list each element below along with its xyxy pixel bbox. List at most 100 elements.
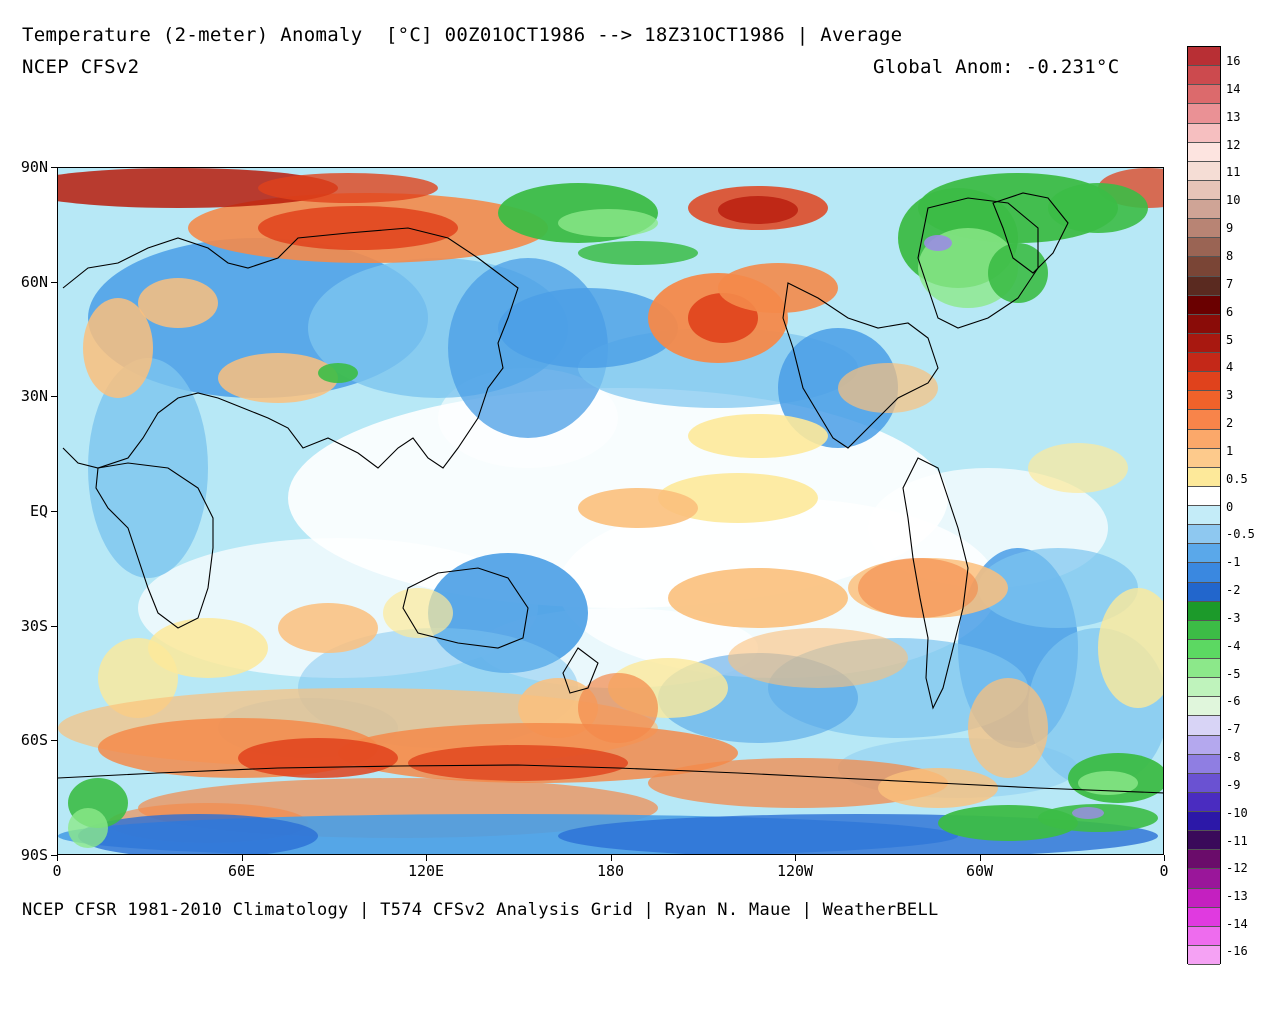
anomaly-region	[98, 638, 178, 718]
colorbar-swatch	[1188, 161, 1220, 181]
anomaly-region	[648, 758, 948, 808]
anomaly-region	[658, 473, 818, 523]
colorbar-label: 10	[1226, 193, 1241, 207]
anomaly-region	[578, 241, 698, 265]
colorbar-swatch	[1188, 716, 1220, 736]
lon-label: 180	[596, 862, 625, 880]
colorbar-swatch	[1188, 276, 1220, 296]
map-title: Temperature (2-meter) Anomaly [°C] 00Z01…	[22, 24, 903, 46]
colorbar-swatch	[1188, 678, 1220, 698]
colorbar-label: -4	[1226, 639, 1241, 653]
lat-tick	[51, 167, 57, 168]
colorbar-label: -3	[1226, 611, 1241, 625]
anomaly-region	[718, 263, 838, 313]
lon-label: 120E	[407, 862, 445, 880]
colorbar-swatch	[1188, 429, 1220, 449]
colorbar-swatch	[1188, 659, 1220, 679]
colorbar-swatch	[1188, 754, 1220, 774]
anomaly-region	[1098, 588, 1163, 708]
colorbar-label: 1	[1226, 444, 1234, 458]
colorbar-label: 2	[1226, 416, 1234, 430]
colorbar-swatch	[1188, 582, 1220, 602]
coastline	[992, 192, 1069, 274]
colorbar-label: 13	[1226, 110, 1241, 124]
colorbar-label: -5	[1226, 667, 1241, 681]
anomaly-region	[258, 206, 458, 250]
lat-label: 30S	[20, 616, 48, 635]
lat-tick	[51, 625, 57, 627]
colorbar-swatch	[1188, 888, 1220, 908]
colorbar-swatch	[1188, 735, 1220, 755]
anomaly-map	[57, 167, 1164, 855]
anomaly-region	[1072, 807, 1104, 819]
colorbar-swatch	[1188, 467, 1220, 487]
lon-tick	[610, 855, 612, 861]
lon-tick	[979, 855, 981, 861]
lat-tick	[51, 396, 57, 398]
colorbar-swatch	[1188, 869, 1220, 889]
coastline	[917, 197, 1039, 329]
colorbar-label: -13	[1226, 889, 1248, 903]
lon-label: 0	[1159, 862, 1169, 880]
coastline	[95, 462, 214, 629]
colorbar-swatch	[1188, 620, 1220, 640]
colorbar-swatch	[1188, 257, 1220, 277]
anomaly-region	[83, 298, 153, 398]
colorbar-swatch	[1188, 219, 1220, 239]
colorbar-swatch	[1188, 506, 1220, 526]
coastline	[58, 764, 1163, 794]
colorbar-label: -7	[1226, 722, 1241, 736]
colorbar-swatch	[1188, 85, 1220, 105]
colorbar-swatch	[1188, 123, 1220, 143]
lat-label: EQ	[29, 502, 48, 520]
lat-label: 90N	[20, 158, 48, 176]
lat-label: 30N	[20, 387, 48, 406]
colorbar-label: -12	[1226, 861, 1248, 875]
lat-tick	[51, 281, 57, 283]
colorbar-swatch	[1188, 391, 1220, 411]
colorbar-swatch	[1188, 104, 1220, 124]
lat-label: 90S	[20, 846, 48, 864]
anomaly-region	[383, 588, 453, 638]
colorbar-label: 3	[1226, 388, 1234, 402]
colorbar-swatch	[1188, 142, 1220, 162]
colorbar-swatch	[1188, 353, 1220, 373]
lon-tick	[795, 855, 796, 861]
colorbar-label: -6	[1226, 694, 1241, 708]
colorbar-swatch	[1188, 907, 1220, 927]
colorbar-label: -14	[1226, 917, 1248, 931]
lon-label: 60E	[227, 862, 256, 880]
anomaly-region	[578, 488, 698, 528]
anomaly-region	[148, 618, 268, 678]
coastline	[562, 647, 599, 694]
colorbar-label: 9	[1226, 221, 1234, 235]
anomaly-region	[138, 278, 218, 328]
coastline	[62, 227, 519, 469]
global-anomaly: Global Anom: -0.231°C	[873, 56, 1120, 78]
colorbar-label: 6	[1226, 305, 1234, 319]
lat-label: 60S	[20, 731, 48, 750]
lat-tick	[51, 740, 57, 742]
colorbar-label: 5	[1226, 333, 1234, 347]
colorbar-swatch	[1188, 601, 1220, 621]
colorbar-label: -10	[1226, 806, 1248, 820]
colorbar-swatch	[1188, 486, 1220, 506]
colorbar-swatch	[1188, 792, 1220, 812]
lon-tick	[1164, 855, 1165, 861]
lat-tick	[51, 855, 57, 856]
colorbar-label: -16	[1226, 944, 1248, 958]
coastline	[902, 457, 969, 710]
colorbar-swatch	[1188, 525, 1220, 545]
anomaly-region	[88, 358, 208, 578]
anomaly-region	[924, 235, 952, 251]
colorbar-swatch	[1188, 563, 1220, 583]
coastline	[402, 567, 529, 649]
colorbar-swatch	[1188, 47, 1220, 67]
anomaly-region	[318, 363, 358, 383]
anomaly-region	[58, 168, 338, 208]
colorbar-label: -0.5	[1226, 527, 1255, 541]
anomaly-map-svg	[58, 168, 1163, 854]
lon-tick	[57, 855, 58, 861]
colorbar-label: 0.5	[1226, 472, 1248, 486]
colorbar-label: -8	[1226, 750, 1241, 764]
